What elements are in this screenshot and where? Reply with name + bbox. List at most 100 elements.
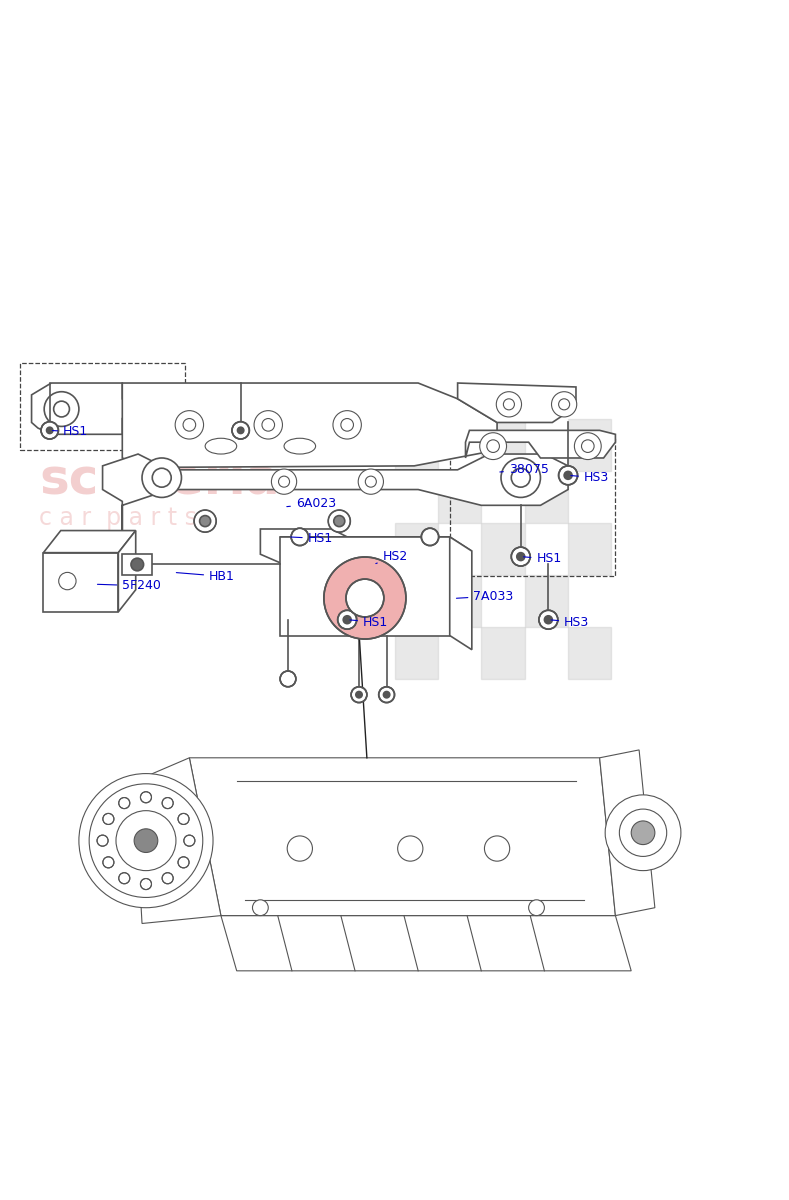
Circle shape <box>343 616 351 624</box>
Bar <box>438 575 481 626</box>
Polygon shape <box>450 536 472 649</box>
Circle shape <box>44 391 79 426</box>
Circle shape <box>118 872 129 883</box>
Polygon shape <box>103 454 568 533</box>
Text: 7A033: 7A033 <box>457 589 514 602</box>
Circle shape <box>79 774 213 907</box>
Text: 6A023: 6A023 <box>287 497 336 510</box>
Polygon shape <box>118 530 136 612</box>
Text: HS1: HS1 <box>53 426 88 438</box>
Bar <box>481 626 525 679</box>
Circle shape <box>134 829 158 852</box>
Circle shape <box>291 528 308 546</box>
Bar <box>568 626 611 679</box>
Circle shape <box>323 557 406 640</box>
Bar <box>481 419 525 470</box>
Circle shape <box>103 814 114 824</box>
Bar <box>525 575 568 626</box>
Polygon shape <box>280 536 450 636</box>
Polygon shape <box>466 431 615 458</box>
Circle shape <box>605 794 681 871</box>
Text: HS3: HS3 <box>552 616 589 629</box>
FancyBboxPatch shape <box>122 554 152 575</box>
Circle shape <box>97 835 108 846</box>
Polygon shape <box>260 529 355 564</box>
Ellipse shape <box>205 438 237 454</box>
Polygon shape <box>280 536 472 551</box>
Circle shape <box>559 466 578 485</box>
Polygon shape <box>221 916 631 971</box>
Polygon shape <box>122 383 497 468</box>
Text: HB1: HB1 <box>177 570 235 583</box>
Circle shape <box>511 547 530 566</box>
Circle shape <box>346 580 383 617</box>
Bar <box>394 419 438 470</box>
Circle shape <box>131 558 144 571</box>
Circle shape <box>480 433 507 460</box>
Circle shape <box>333 410 361 439</box>
Text: scuderia: scuderia <box>39 456 280 504</box>
Circle shape <box>254 410 282 439</box>
Polygon shape <box>32 383 138 434</box>
Circle shape <box>271 469 297 494</box>
Text: HS1: HS1 <box>524 552 562 565</box>
Polygon shape <box>458 383 576 422</box>
Circle shape <box>379 686 394 702</box>
Text: c a r  p a r t s: c a r p a r t s <box>39 506 197 530</box>
Circle shape <box>41 421 58 439</box>
Bar <box>481 523 525 575</box>
Circle shape <box>200 516 211 527</box>
Circle shape <box>383 691 390 698</box>
Circle shape <box>517 553 525 560</box>
Circle shape <box>529 900 544 916</box>
Text: HS2: HS2 <box>376 550 408 564</box>
Circle shape <box>574 433 601 460</box>
Circle shape <box>232 421 249 439</box>
Circle shape <box>237 427 244 433</box>
Polygon shape <box>43 530 136 553</box>
Circle shape <box>358 469 383 494</box>
Circle shape <box>175 410 204 439</box>
Text: HS3: HS3 <box>571 472 609 485</box>
Text: 38075: 38075 <box>500 463 549 476</box>
Circle shape <box>328 510 350 532</box>
Ellipse shape <box>284 438 316 454</box>
Circle shape <box>338 611 357 629</box>
Circle shape <box>103 857 114 868</box>
Polygon shape <box>134 758 221 924</box>
Circle shape <box>184 835 195 846</box>
Bar <box>438 470 481 523</box>
Circle shape <box>47 427 53 433</box>
Circle shape <box>178 814 189 824</box>
Bar <box>568 523 611 575</box>
Bar <box>525 470 568 523</box>
Circle shape <box>252 900 268 916</box>
Circle shape <box>351 686 367 702</box>
Circle shape <box>552 391 577 416</box>
Bar <box>394 626 438 679</box>
Polygon shape <box>43 553 118 612</box>
Circle shape <box>140 792 151 803</box>
Circle shape <box>334 516 345 527</box>
Circle shape <box>140 878 151 889</box>
Circle shape <box>501 458 540 498</box>
Circle shape <box>280 671 296 686</box>
Bar <box>568 419 611 470</box>
Circle shape <box>421 528 439 546</box>
Text: 5F240: 5F240 <box>98 580 161 593</box>
Circle shape <box>119 798 129 809</box>
Circle shape <box>142 458 181 498</box>
Circle shape <box>544 616 552 624</box>
Text: HS1: HS1 <box>291 532 333 545</box>
Polygon shape <box>600 750 655 916</box>
Circle shape <box>163 798 173 809</box>
Bar <box>394 523 438 575</box>
Text: HS1: HS1 <box>350 616 388 629</box>
Circle shape <box>194 510 216 532</box>
Circle shape <box>539 611 558 629</box>
Circle shape <box>496 391 522 416</box>
Circle shape <box>178 857 189 868</box>
Circle shape <box>564 472 572 479</box>
Circle shape <box>163 872 173 883</box>
Polygon shape <box>189 758 615 916</box>
